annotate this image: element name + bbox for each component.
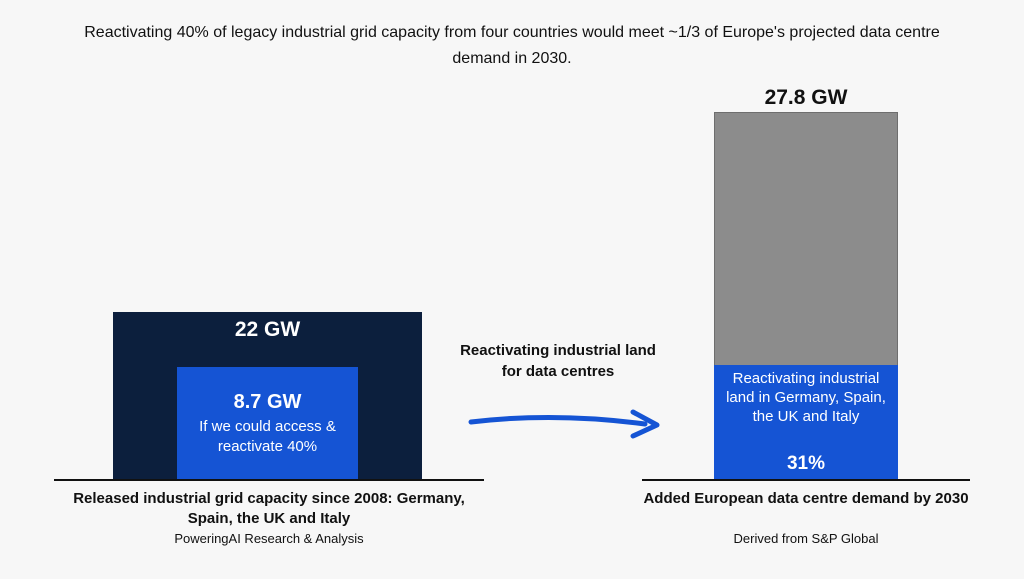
right-arrow-icon (468, 409, 660, 439)
chart-title: Reactivating 40% of legacy industrial gr… (84, 24, 940, 67)
right-caption: Added European data centre demand by 203… (643, 490, 969, 507)
arrow-label: Reactivating industrial land for data ce… (460, 342, 656, 380)
left-source: PoweringAI Research & Analysis (174, 531, 364, 546)
right-source: Derived from S&P Global (733, 531, 879, 546)
left-caption: Released industrial grid capacity since … (73, 490, 465, 527)
reactivate-capacity-value: 8.7 GW (233, 391, 302, 413)
released-capacity-value: 22 GW (234, 318, 301, 341)
reactivate-capacity-box (177, 367, 358, 479)
reactivation-share-percent: 31% (786, 453, 826, 474)
total-demand-value: 27.8 GW (764, 86, 848, 109)
reactivation-share-description: Reactivating industrial land in Germany,… (726, 370, 886, 425)
reactivation-share-bar (714, 365, 898, 479)
left-baseline (54, 479, 484, 481)
right-baseline (642, 479, 970, 481)
reactivate-capacity-description: If we could access & reactivate 40% (199, 418, 336, 455)
